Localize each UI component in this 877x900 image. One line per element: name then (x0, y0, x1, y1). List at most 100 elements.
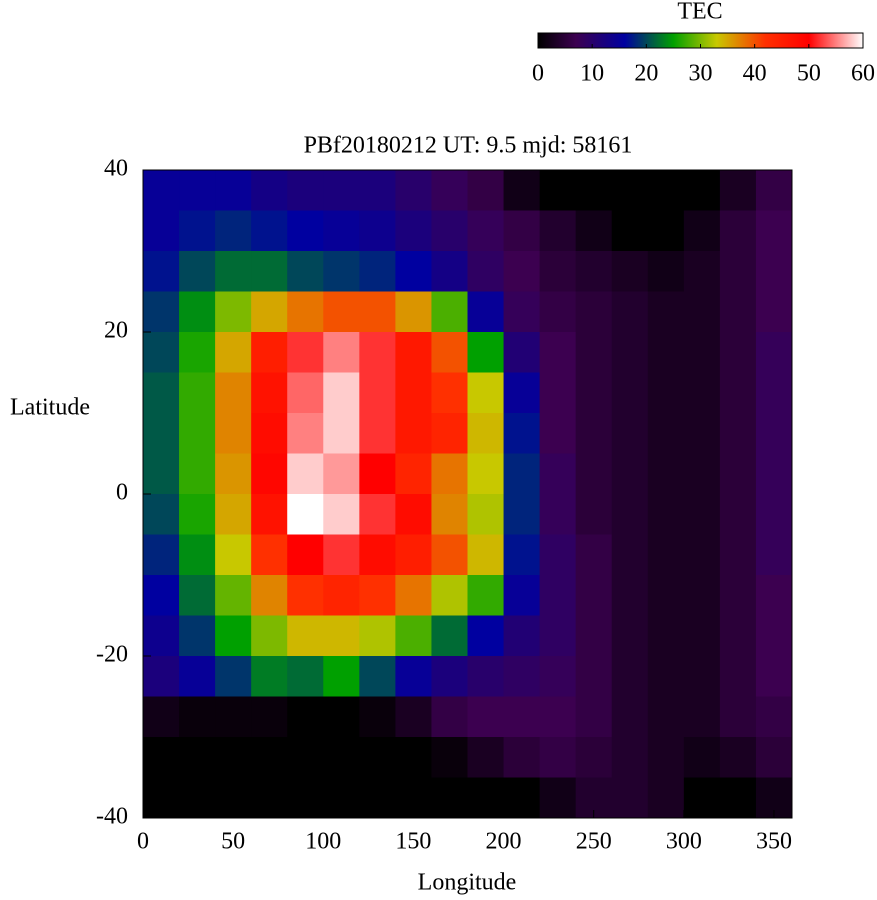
heatmap-cell (287, 413, 324, 454)
heatmap-cell (467, 737, 505, 778)
colorbar-tick-label: 0 (532, 61, 544, 87)
heatmap-cell (539, 372, 577, 414)
heatmap-cell (467, 615, 505, 657)
heatmap-cell (647, 413, 685, 454)
heatmap-cell (467, 413, 505, 454)
x-tick-label: 0 (137, 829, 149, 855)
colorbar-tick-label: 40 (743, 61, 767, 87)
heatmap-cell (503, 291, 541, 333)
heatmap-cell (683, 494, 721, 535)
heatmap-cell (719, 737, 757, 778)
heatmap-cell (575, 656, 613, 697)
heatmap-cell (539, 777, 577, 819)
heatmap-cell (755, 372, 793, 414)
heatmap-cell (467, 372, 505, 414)
heatmap-cell (251, 696, 288, 738)
heatmap-cell (719, 494, 757, 535)
heatmap-cell (575, 494, 613, 535)
heatmap-cell (395, 413, 432, 454)
heatmap-cell (467, 251, 505, 292)
heatmap-cell (503, 170, 541, 211)
heatmap-cell (575, 291, 613, 333)
heatmap-cell (395, 494, 432, 535)
heatmap-cell (647, 453, 685, 495)
heatmap-cell (755, 494, 793, 535)
heatmap-cell (395, 251, 432, 292)
heatmap-cell (719, 251, 757, 292)
heatmap-cell (575, 332, 613, 373)
heatmap-cell (179, 332, 216, 373)
heatmap-cell (395, 534, 432, 576)
heatmap-cell (395, 372, 432, 414)
heatmap-cell (179, 777, 216, 819)
heatmap-cell (215, 332, 252, 373)
heatmap-cell (683, 777, 721, 819)
y-tick-label: 20 (104, 318, 128, 344)
heatmap-cell (575, 737, 613, 778)
heatmap-cell (683, 656, 721, 697)
heatmap-cell (503, 777, 541, 819)
heatmap-cell (359, 251, 396, 292)
heatmap-cell (143, 291, 180, 333)
heatmap-cell (503, 413, 541, 454)
heatmap-cell (179, 413, 216, 454)
heatmap-cell (575, 372, 613, 414)
heatmap-cell (179, 737, 216, 778)
heatmap-cell (683, 251, 721, 292)
heatmap-cell (539, 575, 577, 616)
heatmap-cell (539, 615, 577, 657)
heatmap-cell (467, 210, 505, 252)
heatmap-cell (431, 656, 468, 697)
heatmap-cell (395, 453, 432, 495)
heatmap-cell (323, 534, 360, 576)
x-tick-label: 350 (756, 829, 792, 855)
heatmap-cell (719, 413, 757, 454)
heatmap-cell (539, 210, 577, 252)
heatmap-cell (611, 494, 649, 535)
heatmap-cell (287, 494, 324, 535)
heatmap-cell (143, 534, 180, 576)
heatmap-cell (755, 453, 793, 495)
heatmap-cell (179, 696, 216, 738)
heatmap-cell (575, 413, 613, 454)
heatmap-cell (755, 413, 793, 454)
heatmap-cell (251, 372, 288, 414)
heatmap-cell (755, 251, 793, 292)
heatmap-cell (683, 575, 721, 616)
heatmap-cell (611, 777, 649, 819)
heatmap-cell (395, 210, 432, 252)
heatmap-cell (287, 615, 324, 657)
heatmap-cell (611, 656, 649, 697)
y-tick-label: 0 (116, 480, 128, 506)
heatmap-cell (467, 656, 505, 697)
heatmap-cell (503, 615, 541, 657)
heatmap-cell (287, 737, 324, 778)
heatmap-cell (755, 615, 793, 657)
heatmap-cell (215, 575, 252, 616)
heatmap-cell (179, 534, 216, 576)
heatmap-cell (755, 332, 793, 373)
heatmap-cell (179, 575, 216, 616)
heatmap-cell (179, 291, 216, 333)
heatmap-cell (755, 170, 793, 211)
heatmap-cell (359, 291, 396, 333)
heatmap-cell (503, 534, 541, 576)
heatmap-cell (611, 737, 649, 778)
heatmap-cell (539, 656, 577, 697)
heatmap-cell (719, 656, 757, 697)
heatmap-cell (467, 575, 505, 616)
y-tick-label: 40 (104, 156, 128, 182)
heatmap-cell (251, 413, 288, 454)
colorbar-title: TEC (677, 0, 722, 25)
heatmap-cell (431, 737, 468, 778)
heatmap-cell (503, 737, 541, 778)
heatmap-cell (395, 656, 432, 697)
heatmap-cell (251, 575, 288, 616)
heatmap-cell (539, 494, 577, 535)
heatmap-cell (755, 534, 793, 576)
heatmap-cell (719, 575, 757, 616)
heatmap-cell (575, 575, 613, 616)
heatmap-cell (467, 696, 505, 738)
heatmap-cell (323, 575, 360, 616)
heatmap-cell (755, 575, 793, 616)
